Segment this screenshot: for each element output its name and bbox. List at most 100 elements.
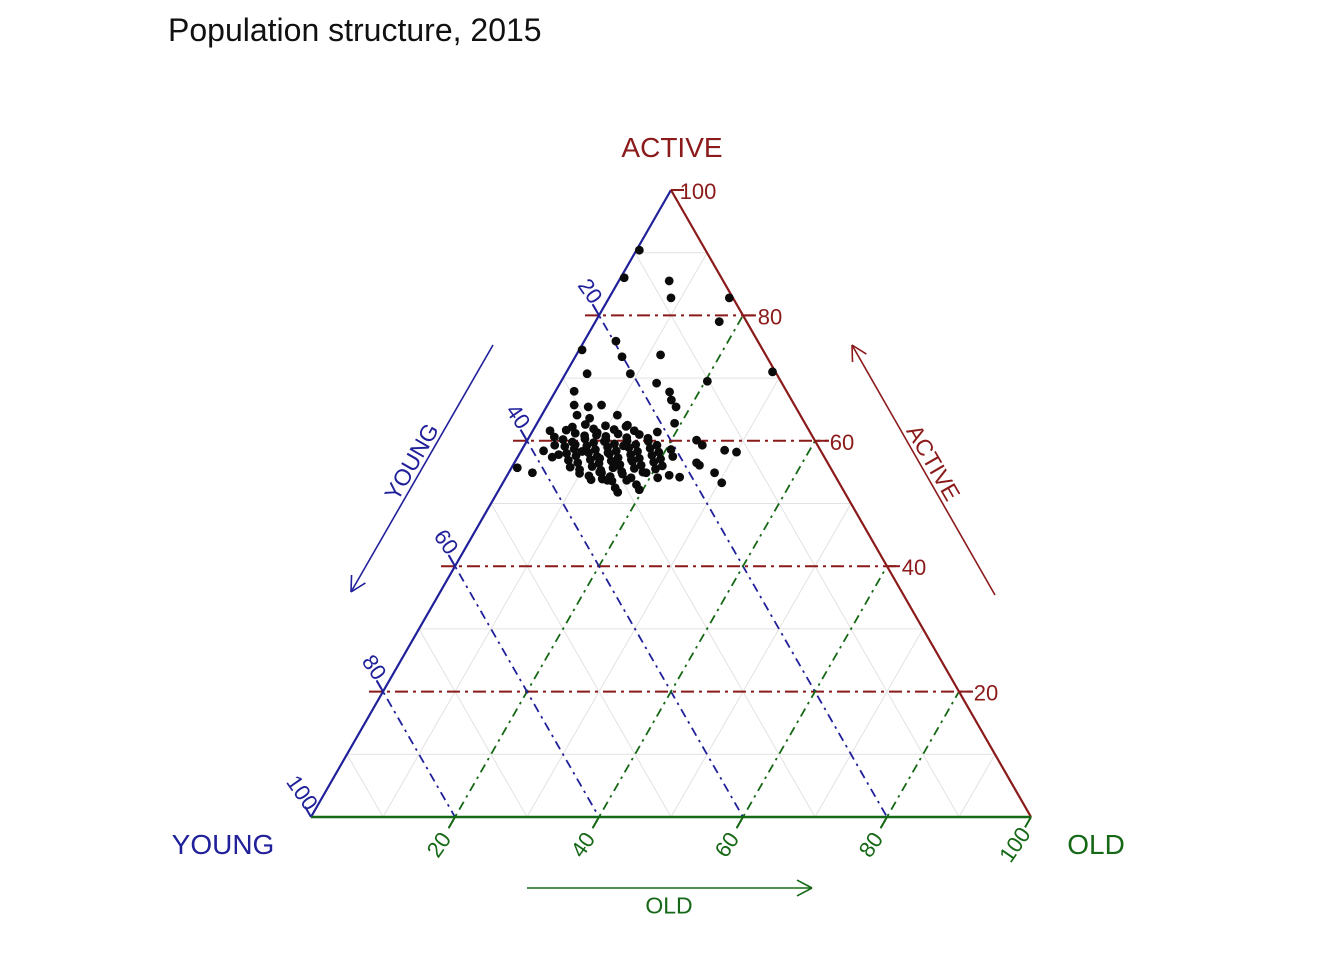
data-point bbox=[577, 447, 587, 456]
tick-label-young-60: 60 bbox=[429, 525, 464, 559]
tick-label-young-20: 20 bbox=[573, 274, 608, 308]
triangle-left-edge bbox=[310, 189, 672, 818]
data-point bbox=[549, 432, 559, 442]
corner-label-young: YOUNG bbox=[171, 829, 275, 860]
tick-young-40 bbox=[520, 429, 528, 442]
data-point bbox=[587, 462, 597, 471]
data-point bbox=[583, 402, 593, 412]
data-point bbox=[633, 447, 642, 456]
data-point bbox=[656, 454, 665, 464]
data-point bbox=[610, 483, 620, 493]
data-point bbox=[611, 446, 621, 456]
data-point bbox=[547, 452, 557, 462]
young-axis-arrow-head bbox=[350, 582, 366, 593]
tick-label-active-20: 20 bbox=[974, 681, 998, 706]
tick-label-active-100: 100 bbox=[680, 179, 717, 204]
tick-young-60 bbox=[448, 555, 456, 567]
tick-label-active-40: 40 bbox=[902, 555, 926, 580]
data-point bbox=[569, 400, 579, 410]
data-point bbox=[591, 445, 600, 454]
data-point bbox=[600, 437, 609, 446]
data-point bbox=[768, 367, 777, 377]
data-point bbox=[585, 413, 595, 423]
data-point bbox=[586, 475, 596, 485]
data-point bbox=[612, 410, 622, 420]
data-point bbox=[720, 445, 730, 455]
data-point bbox=[629, 463, 639, 473]
data-point bbox=[606, 456, 616, 466]
data-point bbox=[702, 376, 712, 386]
young-axis-arrow-head bbox=[350, 574, 353, 593]
data-point bbox=[645, 443, 655, 453]
axis-arrow-label-old: OLD bbox=[645, 892, 693, 919]
data-point bbox=[631, 440, 641, 449]
active-axis-arrow-shaft bbox=[851, 344, 996, 596]
data-point bbox=[627, 455, 636, 465]
data-point bbox=[512, 463, 522, 473]
data-point bbox=[666, 293, 676, 303]
tick-label-old-40: 40 bbox=[566, 828, 601, 862]
data-point bbox=[618, 469, 627, 479]
data-point bbox=[602, 475, 612, 485]
data-point bbox=[585, 455, 595, 465]
data-point bbox=[651, 464, 660, 474]
data-point bbox=[562, 448, 571, 458]
data-point bbox=[634, 430, 644, 439]
data-point bbox=[692, 435, 701, 445]
data-point bbox=[641, 468, 651, 478]
data-point bbox=[571, 451, 581, 461]
data-point bbox=[643, 437, 653, 446]
tick-old-60 bbox=[736, 816, 744, 828]
tick-young-80 bbox=[376, 680, 384, 693]
data-point bbox=[612, 460, 622, 470]
data-point bbox=[601, 421, 610, 431]
active-axis-arrow-head bbox=[851, 344, 854, 363]
data-point bbox=[545, 426, 555, 436]
data-point bbox=[528, 468, 537, 478]
major-gridline-old-80 bbox=[879, 691, 960, 829]
data-point bbox=[692, 458, 701, 468]
data-point bbox=[652, 427, 662, 437]
data-point bbox=[621, 421, 631, 431]
data-point bbox=[697, 440, 707, 450]
minor-gridline-young bbox=[346, 754, 384, 818]
chart-title: Population structure, 2015 bbox=[168, 12, 542, 48]
major-gridline-young-40 bbox=[519, 429, 744, 818]
old-axis-arrow-head bbox=[796, 879, 813, 889]
major-gridline-old-20 bbox=[447, 314, 744, 829]
data-point bbox=[597, 400, 606, 410]
data-point bbox=[589, 438, 598, 448]
data-point bbox=[613, 429, 623, 439]
minor-gridline-young bbox=[490, 503, 672, 818]
minor-gridline-old bbox=[670, 503, 852, 818]
major-gridline-old-40 bbox=[591, 440, 816, 829]
data-point bbox=[610, 439, 619, 449]
data-point bbox=[580, 434, 590, 444]
data-point bbox=[668, 452, 678, 461]
data-point bbox=[619, 273, 629, 283]
minor-gridline-young bbox=[418, 628, 528, 818]
corner-label-active: ACTIVE bbox=[621, 132, 723, 163]
data-point bbox=[654, 447, 664, 457]
minor-gridline-old bbox=[382, 252, 708, 818]
active-axis-arrow-head bbox=[851, 344, 867, 355]
data-point bbox=[710, 468, 719, 478]
tick-old-20 bbox=[448, 816, 456, 828]
corner-label-old: OLD bbox=[1067, 829, 1125, 860]
major-gridline-young-20 bbox=[591, 303, 888, 818]
data-point bbox=[625, 369, 635, 379]
data-point bbox=[675, 472, 685, 482]
tick-label-young-80: 80 bbox=[357, 650, 392, 684]
minor-gridline-old bbox=[958, 754, 996, 818]
major-gridline-old-60 bbox=[735, 565, 888, 829]
major-gridline-young-80 bbox=[375, 679, 456, 818]
data-point bbox=[595, 467, 605, 477]
major-gridline-young-60 bbox=[447, 554, 600, 818]
data-point bbox=[664, 470, 674, 480]
data-point bbox=[603, 448, 613, 458]
data-point bbox=[613, 453, 623, 463]
minor-gridline-old bbox=[814, 628, 924, 818]
data-point bbox=[634, 485, 644, 495]
data-point bbox=[539, 446, 548, 456]
tick-label-old-20: 20 bbox=[422, 828, 457, 862]
